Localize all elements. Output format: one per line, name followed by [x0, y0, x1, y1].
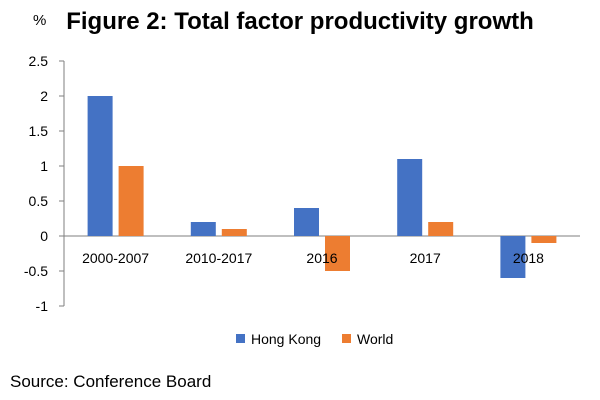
bar-world-2010-2017 [221, 229, 247, 236]
y-tick-label: -1 [36, 298, 49, 314]
bar-hong-kong-2018 [500, 236, 526, 278]
source-note: Source: Conference Board [10, 372, 212, 391]
y-tick-label: 2.5 [29, 53, 49, 69]
bar-hong-kong-2016 [294, 208, 319, 236]
legend-label: World [357, 331, 393, 347]
bar-world-2018 [531, 236, 557, 243]
y-tick-label: 0.5 [29, 193, 49, 209]
x-category-label: 2010-2017 [185, 250, 252, 266]
bar-hong-kong-2000-2007 [87, 96, 113, 236]
y-tick-label: 2 [40, 88, 48, 104]
legend-swatch-world [342, 334, 351, 343]
y-tick-label: 0 [40, 228, 48, 244]
x-category-label: 2016 [306, 250, 337, 266]
bar-world-2000-2007 [118, 166, 144, 236]
bar-world-2016 [325, 236, 350, 271]
bar-hong-kong-2017 [397, 159, 423, 236]
bar-hong-kong-2010-2017 [190, 222, 216, 236]
legend-swatch-hong-kong [236, 334, 245, 343]
y-tick-label: 1.5 [29, 123, 49, 139]
bar-world-2017 [428, 222, 454, 236]
x-category-label: 2018 [513, 250, 544, 266]
x-category-label: 2017 [410, 250, 441, 266]
x-category-label: 2000-2007 [82, 250, 149, 266]
chart-title: Figure 2: Total factor productivity grow… [66, 8, 534, 35]
legend-label: Hong Kong [251, 331, 321, 347]
y-unit-label: % [33, 12, 47, 29]
y-tick-label: 1 [40, 158, 48, 174]
y-tick-label: -0.5 [24, 263, 48, 279]
